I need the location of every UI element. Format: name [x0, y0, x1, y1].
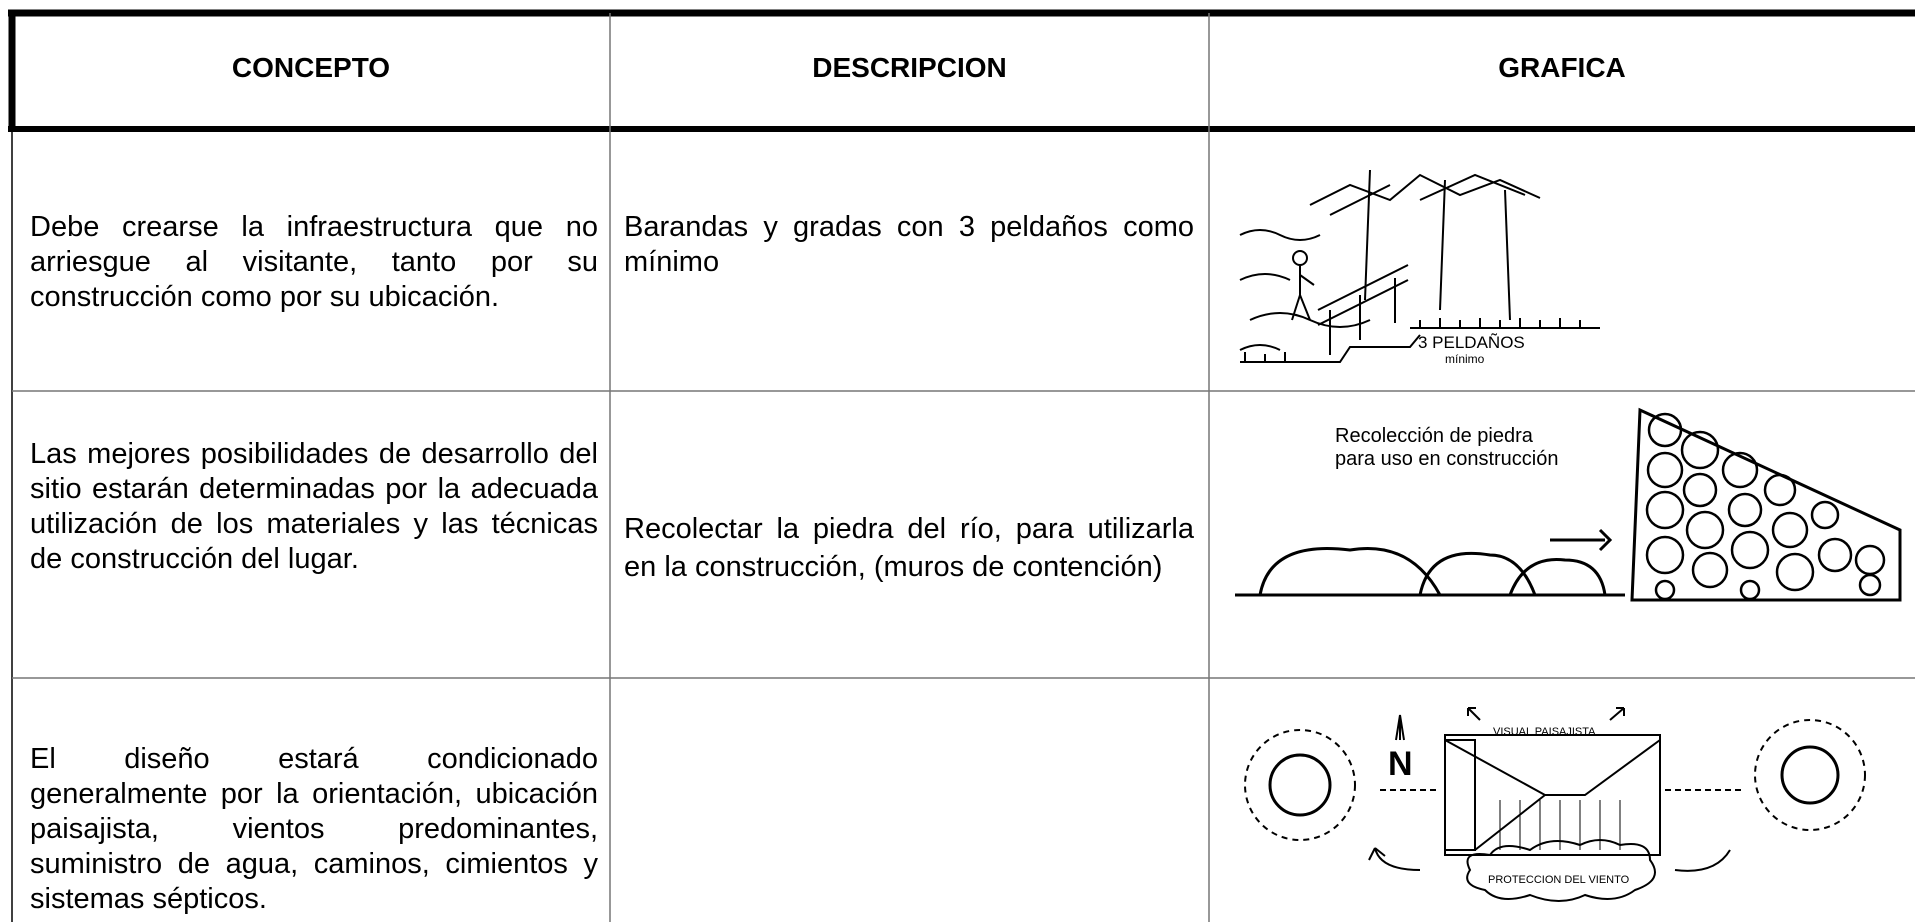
header-cell: GRAFICA: [1498, 52, 1626, 83]
graphic-label: VISUAL PAISAJISTA: [1493, 726, 1596, 738]
descripcion-cell: Recolectar la piedra del río, para utili…: [624, 513, 1194, 583]
graphic-label: mínimo: [1445, 352, 1485, 366]
header-cell: DESCRIPCION: [812, 52, 1007, 83]
stairs-sketch: 3 PELDAÑOS mínimo: [1239, 169, 1600, 366]
orientation-sketch: N VISUAL PAISAJISTA PROTECCION DEL VIENT…: [1244, 707, 1866, 902]
graphic-label: 3 PELDAÑOS: [1418, 333, 1525, 352]
graphic-label: para uso en construcción: [1335, 448, 1558, 470]
graphic-label: N: [1388, 745, 1413, 783]
graphic-label: PROTECCION DEL VIENTO: [1488, 874, 1630, 886]
header-cell: CONCEPTO: [231, 52, 391, 83]
stones-sketch: Recolección de piedra para uso en constr…: [1235, 407, 1902, 602]
graphic-label: Recolección de piedra: [1335, 425, 1534, 447]
concepto-cell: Debe crearse la infraestructura que no a…: [30, 211, 598, 313]
concepto-cell: El diseño estará condicionado generalmen…: [30, 743, 598, 915]
descripcion-cell: Barandas y gradas con 3 peldaños como mí…: [624, 211, 1194, 278]
concepto-cell: Las mejores posibilidades de desarrollo …: [30, 438, 598, 575]
